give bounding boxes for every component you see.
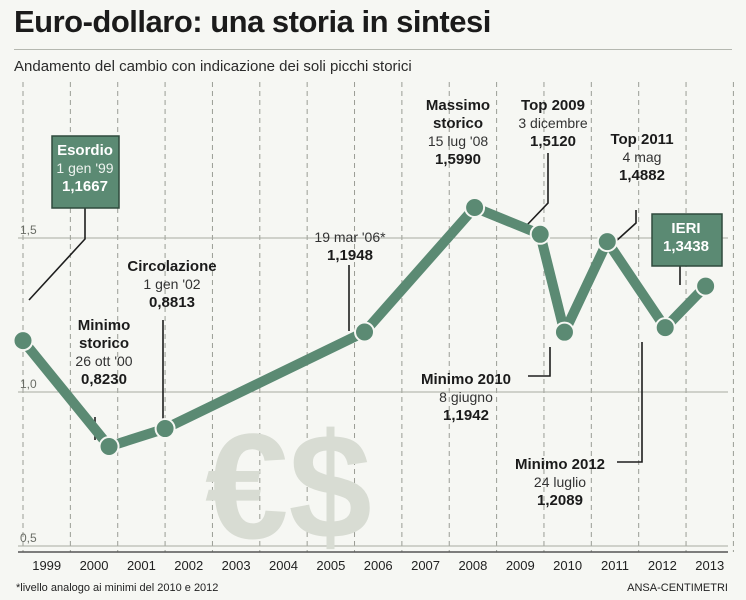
x-tick-label: 2004	[269, 558, 298, 573]
x-tick-label: 2003	[222, 558, 251, 573]
x-tick-label: 2008	[458, 558, 487, 573]
x-tick-label: 2011	[601, 558, 629, 573]
y-tick-label: 1,0	[20, 377, 37, 391]
annotation-value: 1,5120	[530, 133, 576, 150]
x-tick-label: 2005	[316, 558, 345, 573]
annotation-date: 3 dicembre	[518, 115, 587, 131]
y-tick-label: 0,5	[20, 531, 37, 545]
x-tick-label: 2001	[127, 558, 156, 573]
annotation-value: 1,4882	[619, 167, 665, 184]
annotation-value: 1,2089	[537, 492, 583, 509]
annotation-date: 15 lug '08	[428, 133, 488, 149]
title-divider	[14, 49, 732, 50]
annotation-date: 4 mag	[623, 149, 662, 165]
data-point	[529, 223, 551, 245]
annotation-leader	[617, 342, 643, 463]
annotation-date: 1 gen '99	[56, 160, 113, 176]
annotation-value: 1,1667	[62, 178, 108, 195]
annotation-label: storico	[433, 115, 483, 132]
annotation-date: 8 giugno	[439, 389, 493, 405]
annotation-label: Circolazione	[127, 258, 216, 275]
annotation-leader	[526, 153, 549, 226]
horizontal-gridlines	[18, 237, 728, 547]
annotation-date: 19 mar '06*	[314, 229, 386, 245]
annotation-label: Top 2011	[610, 131, 673, 148]
y-tick-labels: 0,5 1,0 1,5	[20, 223, 37, 545]
page-title: Euro-dollaro: una storia in sintesi	[14, 4, 491, 39]
annotation-label: storico	[79, 335, 129, 352]
data-point	[12, 330, 34, 352]
y-tick-label: 1,5	[20, 223, 37, 237]
x-tick-label: 2009	[506, 558, 535, 573]
annotation-date: 24 luglio	[534, 474, 586, 490]
x-tick-label: 2010	[553, 558, 582, 573]
data-point	[98, 436, 120, 458]
annotation-date: 1 gen '02	[143, 276, 200, 292]
x-tick-label: 2007	[411, 558, 440, 573]
annotation-leader	[28, 208, 86, 301]
x-tick-labels: 1999 2000 2001 2002 2003 2004 2005 2006 2007 2008…	[32, 558, 724, 573]
annotation-box	[51, 135, 120, 209]
annotation-value: 1,5990	[435, 151, 481, 168]
page-subtitle: Andamento del cambio con indicazione dei…	[14, 58, 412, 75]
annotation-value: 1,1942	[443, 407, 489, 424]
annotation: 19 mar '06* 1,1948	[314, 229, 386, 264]
annotation-label: Minimo 2010	[421, 371, 511, 388]
x-tick-label: 2012	[648, 558, 677, 573]
x-tick-label: 2006	[364, 558, 393, 573]
x-tick-label: 1999	[32, 558, 61, 573]
series-line	[18, 202, 711, 452]
data-point	[596, 231, 618, 253]
annotation-value: 1,3438	[663, 238, 709, 255]
data-points	[12, 197, 717, 458]
annotation-value: 0,8813	[149, 294, 195, 311]
annotation-label: Minimo 2012	[515, 456, 605, 473]
annotation-value: 0,8230	[81, 371, 127, 388]
currency-symbol-watermark: €$	[205, 402, 372, 570]
annotation-label: IERI	[671, 220, 700, 237]
annotation-value: 1,1948	[327, 247, 373, 264]
annotation-leader	[528, 347, 551, 377]
data-point	[354, 321, 376, 343]
footnote: *livello analogo ai minimi del 2010 e 20…	[16, 582, 219, 594]
data-point	[654, 317, 676, 339]
data-point	[154, 418, 176, 440]
data-point	[464, 197, 486, 219]
x-tick-label: 2013	[695, 558, 724, 573]
annotation-box	[651, 213, 723, 267]
x-tick-label: 2002	[174, 558, 203, 573]
annotation-label: Minimo	[78, 317, 131, 334]
x-tick-label: 2000	[80, 558, 109, 573]
annotation-label: Top 2009	[521, 97, 585, 114]
annotation-date: 26 ott '00	[75, 353, 132, 369]
annotation-label: Massimo	[426, 97, 490, 114]
source-credit: ANSA-CENTIMETRI	[627, 582, 728, 594]
data-point	[553, 321, 575, 343]
vertical-gridlines	[22, 82, 734, 552]
data-point	[695, 275, 717, 297]
annotation-label: Esordio	[57, 142, 113, 159]
